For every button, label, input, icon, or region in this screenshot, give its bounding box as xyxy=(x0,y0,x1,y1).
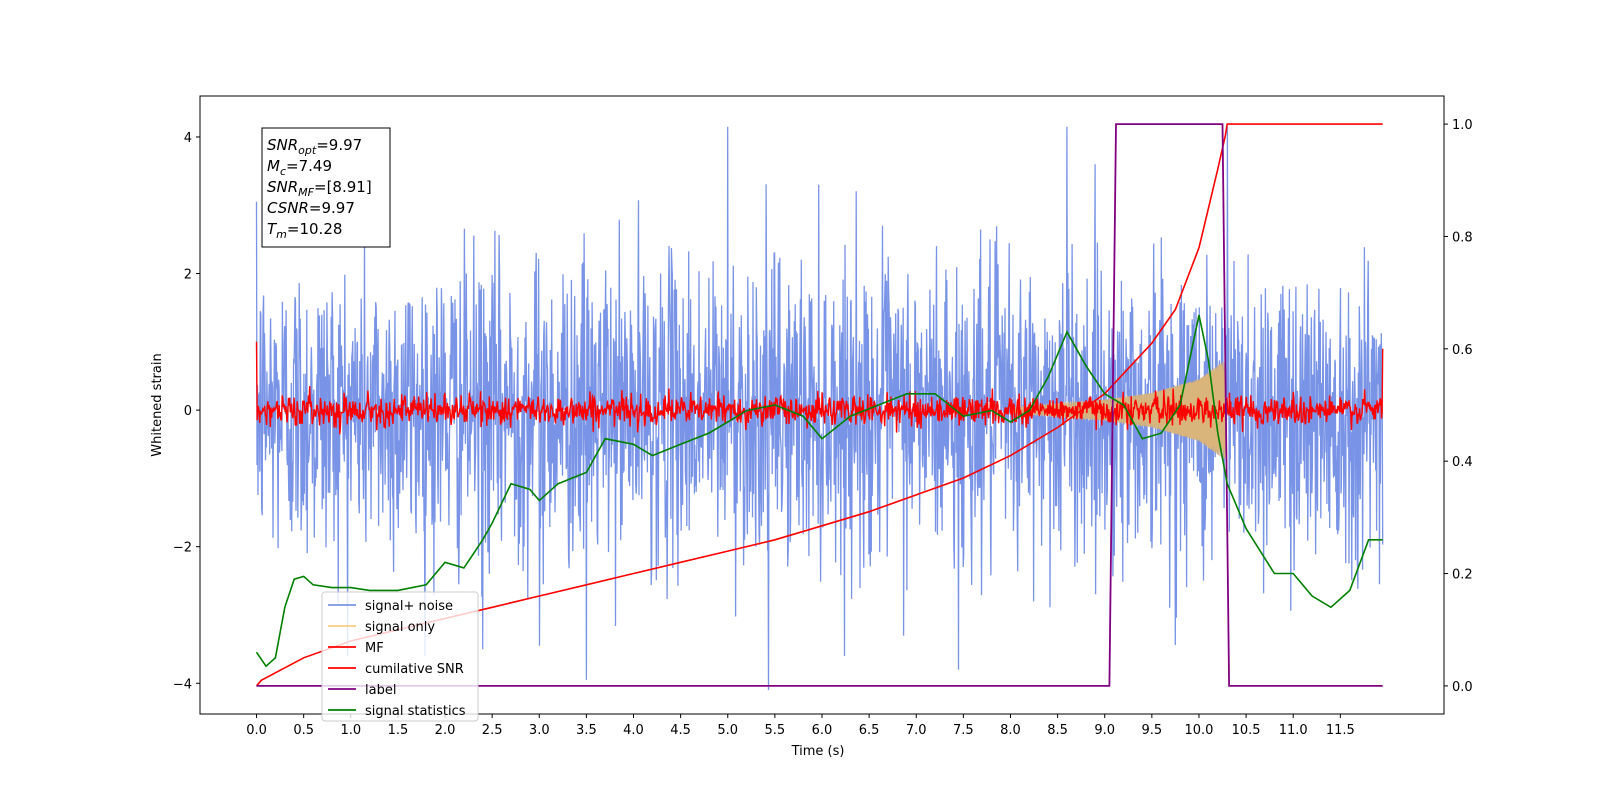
legend: signal+ noise signal only MF cumilative SNR… xyxy=(321,591,479,722)
y-right-tick-label: 0.8 xyxy=(1452,230,1473,245)
x-tick-label: 8.5 xyxy=(1047,723,1068,738)
stats-annotation-frame xyxy=(261,127,391,248)
x-tick-label: 6.0 xyxy=(812,723,833,738)
x-tick-label: 8.0 xyxy=(1000,723,1021,738)
legend-label: signal statistics xyxy=(365,704,466,719)
y-axis-right: 1.0 0.8 0.6 0.4 0.2 0.0 xyxy=(1444,118,1473,695)
x-tick-label: 1.0 xyxy=(340,723,361,738)
x-tick-label: 9.5 xyxy=(1142,723,1163,738)
x-tick-label: 1.5 xyxy=(388,723,409,738)
x-tick-label: 10.5 xyxy=(1232,723,1261,738)
y-right-tick-label: 0.4 xyxy=(1452,455,1473,470)
y-right-tick-label: 0.0 xyxy=(1452,680,1473,695)
x-tick-label: 11.5 xyxy=(1326,723,1355,738)
y-left-tick-label: 4 xyxy=(184,131,192,146)
x-tick-label: 2.5 xyxy=(482,723,503,738)
stats-annotation-line: CSNR=9.97 xyxy=(267,199,355,217)
x-tick-label: 3.5 xyxy=(576,723,597,738)
x-tick-label: 5.5 xyxy=(765,723,786,738)
stats-annotation-line: Tm=10.28 xyxy=(267,220,342,241)
y-left-tick-label: 0 xyxy=(184,404,192,419)
y-left-tick-label: 2 xyxy=(184,268,192,283)
x-tick-label: 3.0 xyxy=(529,723,550,738)
y-left-tick-label: −4 xyxy=(173,677,192,692)
stats-annotation-line: Mc=7.49 xyxy=(267,157,332,178)
x-tick-label: 7.0 xyxy=(906,723,927,738)
x-tick-label: 4.5 xyxy=(670,723,691,738)
y-axis-left: 4 2 0 −2 −4 xyxy=(173,131,200,692)
x-tick-label: 4.0 xyxy=(623,723,644,738)
y-axis-title: Whitened strain xyxy=(150,353,165,456)
x-tick-label: 7.5 xyxy=(953,723,974,738)
series-mf xyxy=(255,341,1384,435)
legend-label: cumilative SNR xyxy=(365,662,464,677)
y-right-tick-label: 0.2 xyxy=(1452,568,1473,583)
x-axis-title: Time (s) xyxy=(791,744,845,759)
y-left-tick-label: −2 xyxy=(173,541,192,556)
y-right-tick-label: 1.0 xyxy=(1452,118,1473,133)
x-tick-label: 5.0 xyxy=(717,723,738,738)
legend-frame xyxy=(321,591,479,722)
legend-label: signal+ noise xyxy=(365,599,453,614)
legend-label: MF xyxy=(365,641,384,656)
x-tick-label: 11.0 xyxy=(1279,723,1308,738)
legend-label: signal only xyxy=(365,620,435,635)
x-axis: 0.0 0.5 1.0 1.5 2.0 2.5 3.0 3.5 4.0 4.5 5.0 5.5 6.0 6… xyxy=(246,714,1355,738)
x-tick-label: 2.0 xyxy=(435,723,456,738)
legend-label: label xyxy=(365,683,396,698)
stats-annotation-line: SNRopt=9.97 xyxy=(267,136,362,157)
y-right-tick-label: 0.6 xyxy=(1452,343,1473,358)
x-tick-label: 0.0 xyxy=(246,723,267,738)
x-tick-label: 6.5 xyxy=(859,723,880,738)
x-tick-label: 10.0 xyxy=(1184,723,1213,738)
x-tick-label: 9.0 xyxy=(1094,723,1115,738)
stats-annotation-line: SNRMF=[8.91] xyxy=(267,178,372,199)
series-signal-statistics xyxy=(255,314,1383,668)
x-tick-label: 0.5 xyxy=(293,723,314,738)
series-label xyxy=(256,123,1383,687)
